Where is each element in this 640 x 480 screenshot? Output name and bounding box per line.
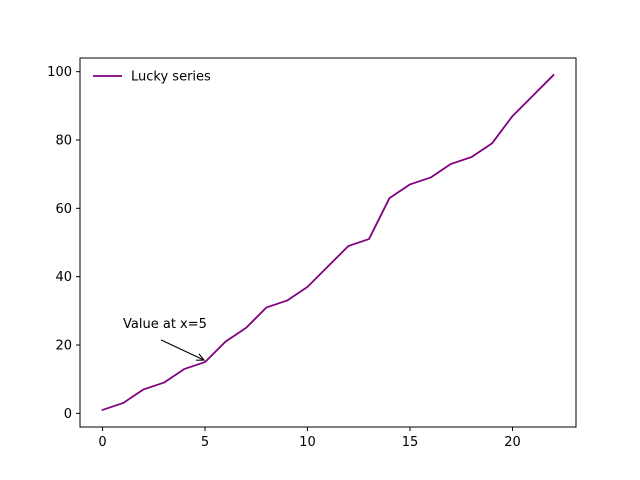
plot-layer [101, 73, 555, 412]
y-tick-label: 60 [55, 202, 72, 217]
y-tick-label: 100 [47, 65, 72, 80]
y-tick-label: 40 [55, 270, 72, 285]
legend-label: Lucky series [131, 70, 211, 85]
x-tick-label: 10 [299, 435, 316, 450]
series-line-0 [101, 73, 555, 412]
axes-frame [79, 57, 577, 428]
annotation-arrowhead [196, 353, 206, 361]
x-tick-label: 15 [402, 435, 419, 450]
x-axis-ticks: 0 5 10 15 20 [98, 427, 521, 450]
x-tick-label: 20 [504, 435, 521, 450]
annotation-text: Value at x=5 [123, 317, 207, 332]
y-tick-label: 80 [55, 134, 72, 149]
annotation-layer: Value at x=5 [123, 317, 207, 361]
x-tick-label: 0 [98, 435, 106, 450]
y-tick-label: 0 [64, 407, 72, 422]
x-tick-label: 5 [201, 435, 209, 450]
y-tick-label: 20 [55, 339, 72, 354]
y-axis-ticks: 0 20 40 60 80 100 [47, 65, 80, 422]
legend: Lucky series [93, 70, 211, 85]
annotation-arrow [160, 339, 205, 361]
